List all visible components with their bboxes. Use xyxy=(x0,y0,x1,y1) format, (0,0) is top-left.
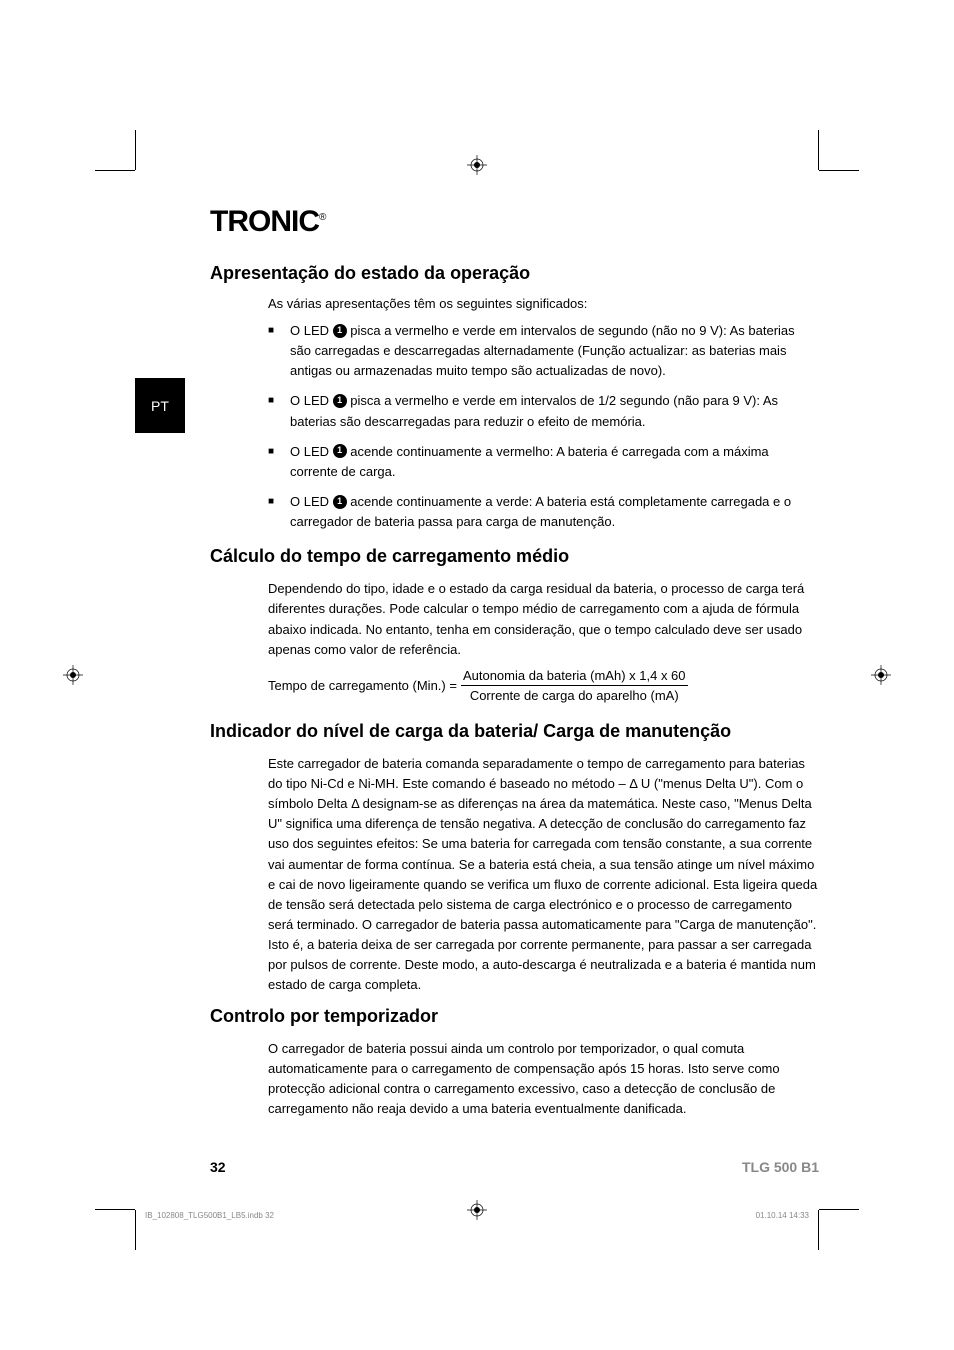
list-item: O LED 1 pisca a vermelho e verde em inte… xyxy=(268,391,819,431)
section-heading: Controlo por temporizador xyxy=(210,1006,819,1027)
crop-mark-icon xyxy=(135,130,136,170)
led-number-icon: 1 xyxy=(333,394,347,408)
model-number: TLG 500 B1 xyxy=(742,1159,819,1175)
print-file: IB_102808_TLG500B1_LB5.indb 32 xyxy=(145,1211,274,1220)
body-text: Este carregador de bateria comanda separ… xyxy=(268,754,819,996)
logo-text: TRONIC xyxy=(210,205,319,238)
brand-logo: TRONIC® xyxy=(210,205,819,239)
registration-mark-icon xyxy=(63,665,83,685)
section-operation-state: Apresentação do estado da operação As vá… xyxy=(210,263,819,532)
crop-mark-icon xyxy=(95,170,135,171)
section-battery-indicator: Indicador do nível de carga da bateria/ … xyxy=(210,721,819,996)
logo-symbol: ® xyxy=(319,212,325,223)
crop-mark-icon xyxy=(818,130,819,170)
section-charging-time: Cálculo do tempo de carregamento médio D… xyxy=(210,546,819,703)
formula: Tempo de carregamento (Min.) = Autonomia… xyxy=(268,668,819,703)
registration-mark-icon xyxy=(871,665,891,685)
led-number-icon: 1 xyxy=(333,495,347,509)
formula-fraction: Autonomia da bateria (mAh) x 1,4 x 60 Co… xyxy=(461,668,688,703)
page-number: 32 xyxy=(210,1159,226,1175)
crop-mark-icon xyxy=(135,1210,136,1250)
crop-mark-icon xyxy=(95,1209,135,1210)
led-number-icon: 1 xyxy=(333,324,347,338)
body-text: O carregador de bateria possui ainda um … xyxy=(268,1039,819,1120)
crop-mark-icon xyxy=(819,1209,859,1210)
section-heading: Apresentação do estado da operação xyxy=(210,263,819,284)
page-footer: 32 TLG 500 B1 xyxy=(210,1159,819,1175)
formula-numerator: Autonomia da bateria (mAh) x 1,4 x 60 xyxy=(461,668,688,686)
content-area: TRONIC® Apresentação do estado da operaç… xyxy=(210,205,819,1175)
body-text: Dependendo do tipo, idade e o estado da … xyxy=(268,579,819,660)
section-timer-control: Controlo por temporizador O carregador d… xyxy=(210,1006,819,1120)
section-heading: Cálculo do tempo de carregamento médio xyxy=(210,546,819,567)
section-heading: Indicador do nível de carga da bateria/ … xyxy=(210,721,819,742)
intro-text: As várias apresentações têm os seguintes… xyxy=(268,296,819,311)
bullet-list: O LED 1 pisca a vermelho e verde em inte… xyxy=(268,321,819,532)
registration-mark-icon xyxy=(467,155,487,175)
formula-denominator: Corrente de carga do aparelho (mA) xyxy=(470,686,679,703)
page: PT TRONIC® Apresentação do estado da ope… xyxy=(0,0,954,1350)
crop-mark-icon xyxy=(818,1210,819,1250)
crop-mark-icon xyxy=(819,170,859,171)
list-item: O LED 1 acende continuamente a verde: A … xyxy=(268,492,819,532)
list-item: O LED 1 acende continuamente a vermelho:… xyxy=(268,442,819,482)
print-info: IB_102808_TLG500B1_LB5.indb 32 01.10.14 … xyxy=(145,1211,809,1220)
list-item: O LED 1 pisca a vermelho e verde em inte… xyxy=(268,321,819,381)
print-date: 01.10.14 14:33 xyxy=(756,1211,809,1220)
language-tab: PT xyxy=(135,378,185,433)
formula-label: Tempo de carregamento (Min.) = xyxy=(268,678,457,693)
led-number-icon: 1 xyxy=(333,444,347,458)
